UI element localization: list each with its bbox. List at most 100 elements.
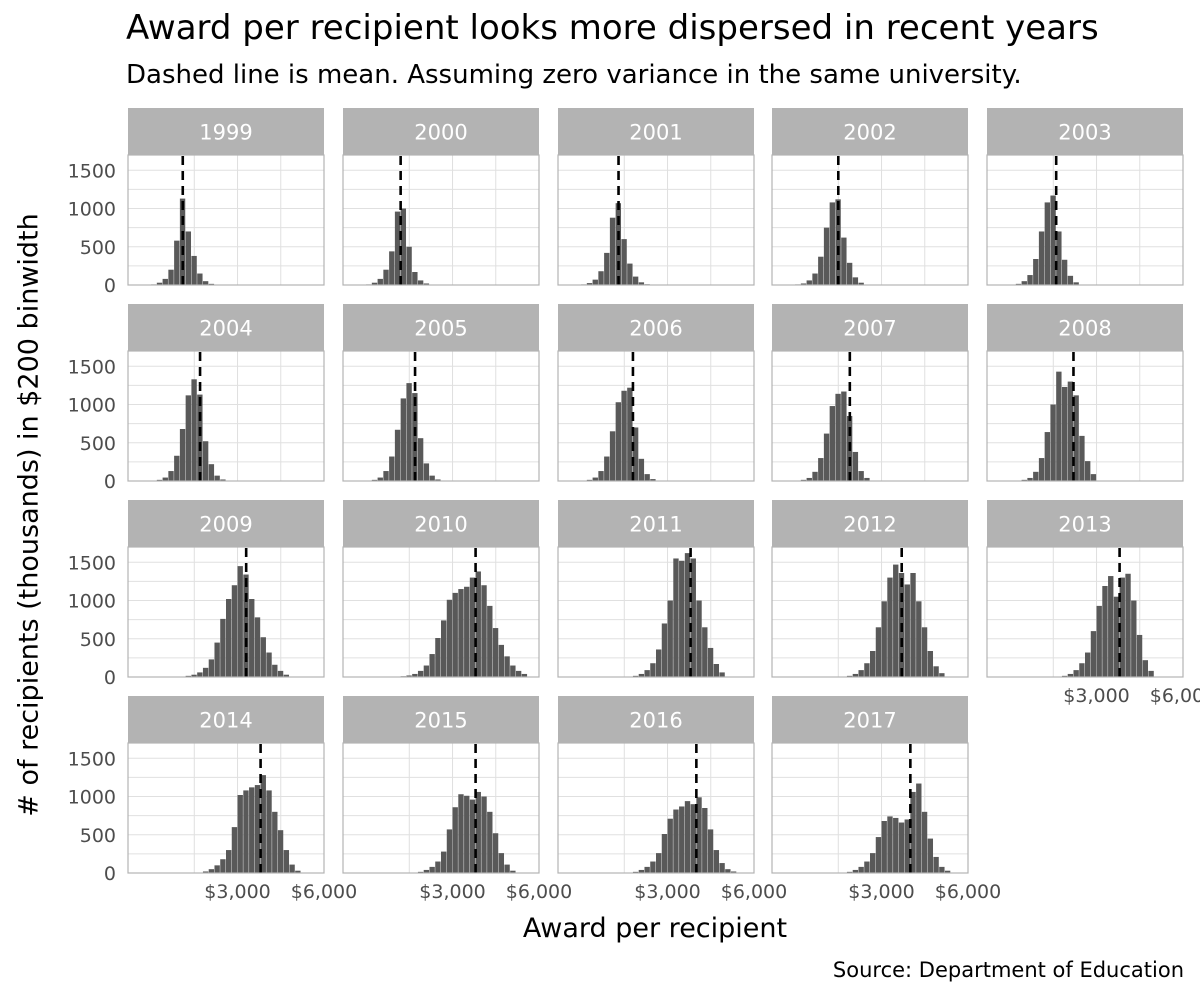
histogram-bar	[632, 276, 639, 285]
histogram-bar	[898, 822, 905, 873]
facet-strip	[987, 500, 1183, 547]
facet-strip-label: 2017	[843, 709, 896, 733]
histogram-bar	[707, 647, 714, 677]
histogram-bar	[423, 665, 430, 677]
histogram-bar	[429, 475, 435, 481]
histogram-bar	[835, 199, 841, 285]
histogram-bar	[812, 471, 818, 481]
histogram-bar	[214, 475, 220, 481]
facet-strip	[558, 304, 754, 351]
histogram-bar	[1050, 195, 1056, 285]
x-tick-label: $6,000	[721, 881, 787, 903]
histogram-bar	[417, 280, 424, 285]
facet-strip	[128, 500, 324, 547]
histogram-bar	[487, 605, 493, 677]
facet-strip-label: 2008	[1058, 317, 1111, 341]
histogram-bar	[1061, 259, 1068, 285]
y-tick-label: 1000	[68, 395, 116, 417]
histogram-bar	[492, 628, 499, 677]
histogram-bar	[1136, 634, 1143, 677]
histogram-bar	[249, 787, 255, 873]
histogram-bar	[621, 390, 627, 481]
facet-panel-2014: 2014 1500 1000 500 0 $3,000 $6,000	[68, 696, 357, 903]
panel-border	[342, 154, 540, 286]
histogram-bar	[864, 477, 870, 481]
y-tick-label: 1500	[68, 160, 116, 182]
histogram-bar	[162, 278, 168, 285]
histogram-bar	[237, 795, 243, 873]
histogram-bar	[1073, 395, 1079, 481]
histogram-bar	[475, 791, 481, 873]
histogram-bar	[435, 479, 441, 481]
histogram-bar	[690, 804, 696, 873]
histogram-bar	[806, 280, 812, 285]
histogram-bar	[1131, 600, 1137, 677]
histogram-bar	[916, 601, 922, 677]
histogram-bar	[1067, 275, 1074, 285]
histogram-bar	[220, 859, 226, 873]
histogram-bar	[400, 208, 407, 285]
histogram-bar	[933, 856, 939, 873]
panel-border	[557, 546, 755, 678]
facet-strip	[772, 500, 968, 547]
histogram-bar	[1067, 381, 1074, 481]
histogram-bar	[197, 672, 203, 677]
facet-strip	[128, 304, 324, 351]
y-tick-label: 1500	[68, 356, 116, 378]
histogram-bar	[441, 620, 447, 677]
histogram-bar	[458, 794, 464, 873]
y-tick-label: 0	[104, 471, 116, 493]
histogram-bar	[858, 866, 864, 873]
histogram-bar	[202, 667, 209, 677]
histogram-bar	[696, 797, 702, 873]
histogram-bar	[277, 670, 284, 677]
histogram-bar	[904, 819, 910, 873]
histogram-bar	[667, 818, 673, 873]
histogram-bar	[684, 801, 691, 873]
histogram-bar	[661, 834, 668, 873]
histogram-bar	[220, 618, 226, 677]
histogram-bar	[864, 861, 870, 873]
source-caption: Source: Department of Education	[832, 958, 1184, 982]
facet-panel-2004: 2004 1500 1000 500 0	[68, 304, 325, 493]
panel-border	[771, 546, 969, 678]
histogram-bar	[371, 282, 378, 285]
histogram-bar	[927, 651, 934, 677]
histogram-bar	[644, 866, 650, 873]
panel-border	[771, 154, 969, 286]
histogram-bar	[702, 627, 708, 677]
histogram-bar	[389, 456, 395, 481]
panel-border	[127, 742, 325, 874]
histogram-bar	[394, 211, 401, 285]
facet-strip	[558, 108, 754, 155]
facet-panel-2002: 2002	[771, 108, 969, 286]
facet-strip	[772, 304, 968, 351]
histogram-bar	[208, 869, 215, 873]
y-tick-label: 1000	[68, 787, 116, 809]
histogram-bar	[893, 817, 899, 873]
histogram-bar	[1033, 259, 1039, 285]
histogram-bar	[1067, 673, 1074, 677]
histogram-bar	[446, 599, 453, 677]
facet-panel-2005: 2005	[342, 304, 540, 482]
histogram-bar	[469, 799, 476, 873]
histogram-bar	[904, 584, 910, 677]
histogram-bar	[492, 833, 499, 873]
facet-strip	[772, 108, 968, 155]
y-tick-label: 1000	[68, 591, 116, 613]
histogram-bar	[515, 670, 522, 677]
histogram-bar	[852, 277, 859, 285]
histogram-bar	[1044, 432, 1051, 481]
y-tick-label: 500	[80, 237, 116, 259]
facet-panel-2001: 2001	[557, 108, 755, 286]
histogram-bar	[1090, 474, 1097, 481]
histogram-bar	[933, 666, 939, 677]
histogram-bar	[174, 240, 180, 285]
histogram-bar	[1108, 576, 1114, 677]
facet-panel-2008: 2008	[986, 304, 1184, 482]
histogram-bar	[435, 638, 441, 677]
histogram-bar	[823, 227, 830, 285]
histogram-bar	[510, 870, 516, 873]
histogram-bar	[1056, 231, 1062, 285]
histogram-bar	[249, 599, 255, 677]
